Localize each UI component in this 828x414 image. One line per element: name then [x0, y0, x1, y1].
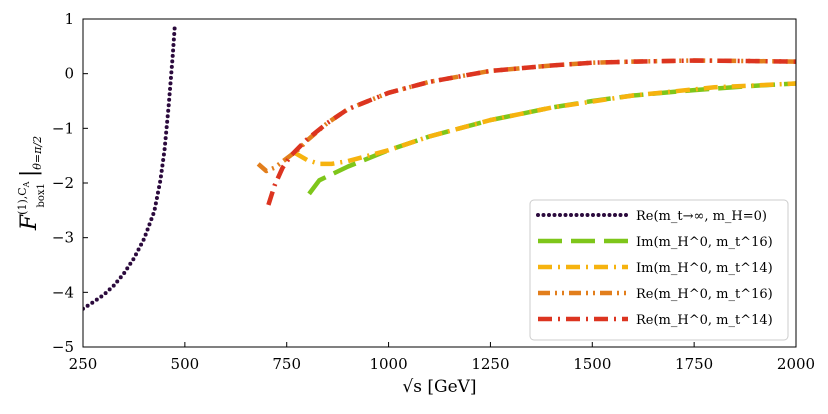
- legend-label-1: Re(m_t→∞, m_H=0): [636, 209, 767, 224]
- legend-box: [529, 199, 789, 341]
- y-tick-label-5: 0: [64, 65, 74, 83]
- legend-label-5: Re(m_H^0, m_t^14): [636, 313, 773, 328]
- x-tick-label-1: 500: [171, 355, 200, 373]
- y-tick-label-0: −5: [52, 338, 74, 356]
- x-tick-label-5: 1500: [573, 355, 611, 373]
- legend-label-2: Im(m_H^0, m_t^16): [636, 235, 773, 250]
- x-tick-label-0: 250: [69, 355, 98, 373]
- x-tick-label-6: 1750: [675, 355, 713, 373]
- series-line-2: [307, 81, 796, 196]
- x-tick-label-3: 1000: [369, 355, 407, 373]
- x-tick-label-7: 2000: [777, 355, 815, 373]
- y-tick-label-3: −2: [52, 174, 74, 192]
- y-axis-title: F(1),CA box1|θ=π/2: [16, 136, 47, 231]
- y-tick-label-1: −4: [52, 283, 74, 301]
- legend-label-4: Re(m_H^0, m_t^16): [636, 287, 773, 302]
- ticks-layer: 250 500 750 1000 1250 1500 1750 2000 −5 −4 −3 −2 −1 0…: [52, 10, 815, 373]
- series-line-5: [266, 58, 796, 206]
- x-tick-label-2: 750: [272, 355, 301, 373]
- y-tick-label-4: −1: [52, 119, 74, 137]
- series-layer: [83, 25, 796, 311]
- x-tick-label-4: 1250: [471, 355, 509, 373]
- series-line-3: [293, 81, 796, 167]
- y-tick-label-2: −3: [52, 229, 74, 247]
- y-tick-label-6: 1: [64, 10, 74, 28]
- series-line-1: [83, 25, 177, 311]
- legend: Re(m_t→∞, m_H=0) Im(m_H^0, m_t^16) Im(m_H^…: [529, 199, 789, 341]
- x-axis-title: √s [GeV]: [402, 377, 476, 397]
- legend-label-3: Im(m_H^0, m_t^14): [636, 261, 773, 276]
